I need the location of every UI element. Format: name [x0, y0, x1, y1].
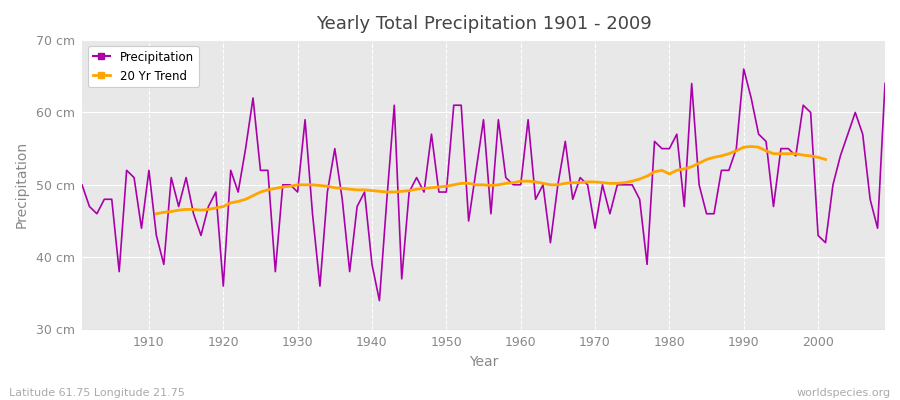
- Y-axis label: Precipitation: Precipitation: [15, 141, 29, 228]
- Legend: Precipitation, 20 Yr Trend: Precipitation, 20 Yr Trend: [88, 46, 199, 87]
- X-axis label: Year: Year: [469, 355, 499, 369]
- Text: worldspecies.org: worldspecies.org: [796, 388, 891, 398]
- Title: Yearly Total Precipitation 1901 - 2009: Yearly Total Precipitation 1901 - 2009: [316, 15, 652, 33]
- Text: Latitude 61.75 Longitude 21.75: Latitude 61.75 Longitude 21.75: [9, 388, 184, 398]
